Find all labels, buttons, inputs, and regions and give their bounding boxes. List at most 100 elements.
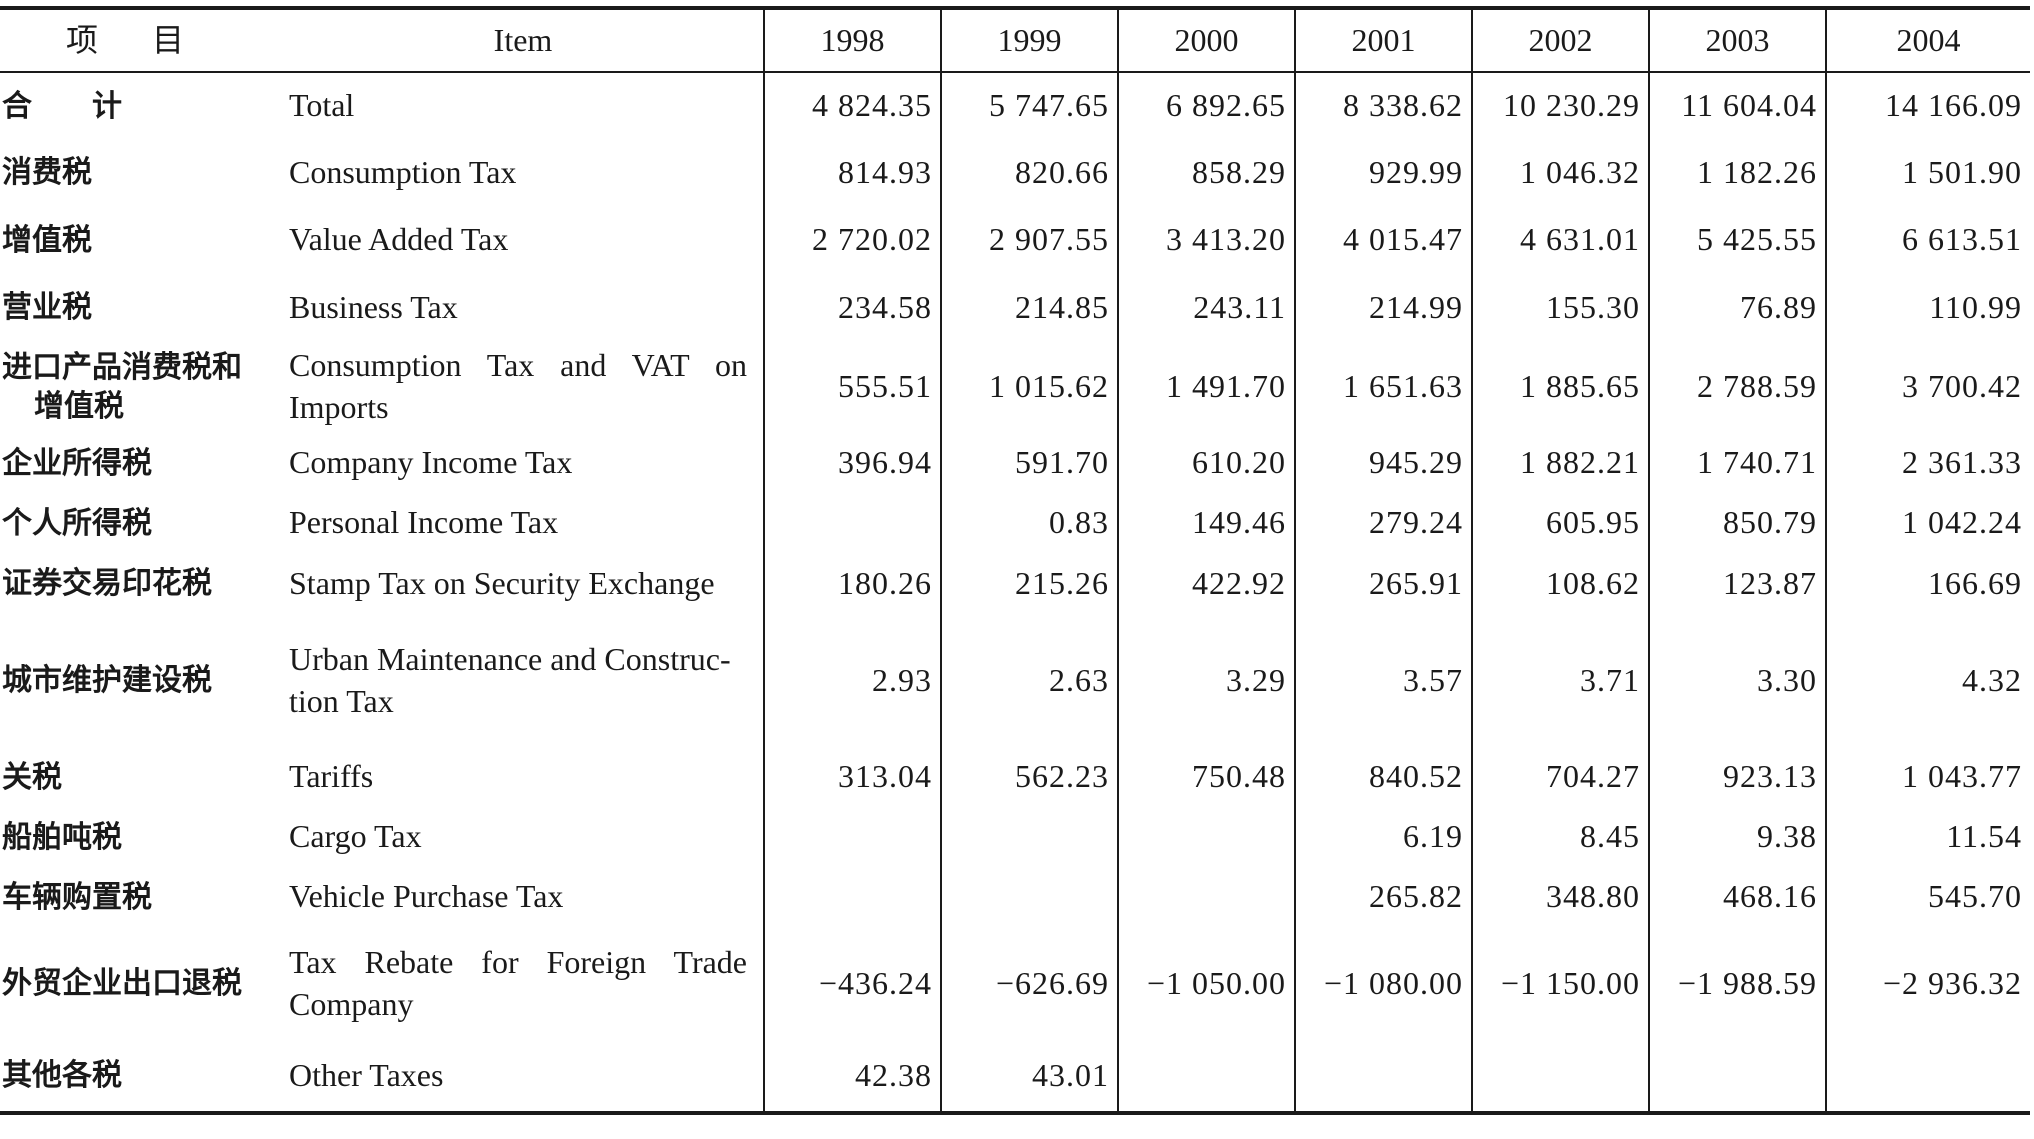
table-row: 营业税 Business Tax 234.58 214.85 243.11 21… — [0, 274, 2030, 341]
cell-value: 2 720.02 — [763, 206, 941, 274]
table-row: 个人所得税 Personal Income Tax 0.83 149.46 27… — [0, 493, 2030, 553]
cell-value — [1471, 1040, 1649, 1115]
tax-revenue-table: 项目 Item 1998 1999 2000 2001 2002 2003 20… — [0, 6, 2030, 1115]
row-label-cn-text: 合计 — [2, 88, 182, 124]
cell-value: −436.24 — [763, 927, 941, 1040]
cell-value: 750.48 — [1117, 747, 1295, 807]
cell-value — [1117, 1040, 1295, 1115]
cell-value: 9.38 — [1648, 807, 1826, 867]
cell-value: −2 936.32 — [1825, 927, 2030, 1040]
table-header-row: 项目 Item 1998 1999 2000 2001 2002 2003 20… — [0, 6, 2030, 73]
row-label-cn: 个人所得税 — [2, 505, 152, 541]
row-label-cn: 车辆购置税 — [2, 879, 152, 915]
row-label-cn: 增值税 — [2, 222, 92, 258]
row-label-en: Value Added Tax — [289, 221, 509, 258]
cell-value — [1825, 1040, 2030, 1115]
row-label-en: Tax Rebate for Foreign Trade Company — [289, 943, 747, 1022]
cell-value: 6.19 — [1294, 807, 1472, 867]
cell-value: 43.01 — [940, 1040, 1118, 1115]
row-label-en-line2: tion Tax — [289, 682, 394, 719]
table-row: 车辆购置税 Vehicle Purchase Tax 265.82 348.80… — [0, 867, 2030, 927]
cell-value: 1 182.26 — [1648, 139, 1826, 206]
header-year-2002: 2002 — [1471, 6, 1649, 73]
cell-value: 3 700.42 — [1825, 341, 2030, 433]
cell-value: 3 413.20 — [1117, 206, 1295, 274]
cell-value: 3.30 — [1648, 614, 1826, 747]
cell-value: 11 604.04 — [1648, 72, 1826, 139]
row-label-cn: 消费税 — [2, 155, 92, 190]
cell-value: 265.91 — [1294, 553, 1472, 614]
cell-value: 214.99 — [1294, 274, 1472, 341]
cell-value: 76.89 — [1648, 274, 1826, 341]
cell-value: −626.69 — [940, 927, 1118, 1040]
cell-value: 4 015.47 — [1294, 206, 1472, 274]
row-label-cn: 船舶吨税 — [2, 819, 122, 855]
cell-value — [940, 807, 1118, 867]
cell-value: 422.92 — [1117, 553, 1295, 614]
cell-value: 11.54 — [1825, 807, 2030, 867]
row-label-cn: 营业税 — [2, 290, 92, 325]
cell-value: 2 361.33 — [1825, 433, 2030, 493]
cell-value: 396.94 — [763, 433, 941, 493]
cell-value — [1294, 1040, 1472, 1115]
cell-value — [763, 807, 941, 867]
cell-value: 2.93 — [763, 614, 941, 747]
cell-value: 840.52 — [1294, 747, 1472, 807]
cell-value: 8 338.62 — [1294, 72, 1472, 139]
cell-value: 555.51 — [763, 341, 941, 433]
row-label-en: Business Tax — [289, 288, 458, 325]
row-label-en: Consumption Tax and VAT on Imports — [289, 347, 747, 425]
table-row: 其他各税 Other Taxes 42.38 43.01 — [0, 1040, 2030, 1115]
cell-value: 265.82 — [1294, 867, 1472, 927]
cell-value: 149.46 — [1117, 493, 1295, 553]
cell-value: −1 988.59 — [1648, 927, 1826, 1040]
cell-value: 180.26 — [763, 553, 941, 614]
table-row: 消费税 Consumption Tax 814.93 820.66 858.29… — [0, 139, 2030, 206]
row-label-cn: 关税 — [2, 759, 62, 795]
row-label-en: Total — [289, 87, 355, 124]
cell-value: 1 042.24 — [1825, 493, 2030, 553]
row-label-en-line1: Urban Maintenance and Construc- — [289, 640, 731, 677]
cell-value: 4 824.35 — [763, 72, 941, 139]
row-label-en: Consumption Tax — [289, 153, 517, 190]
header-year-2000: 2000 — [1117, 6, 1295, 73]
cell-value: 215.26 — [940, 553, 1118, 614]
cell-value: 4.32 — [1825, 614, 2030, 747]
cell-value: 610.20 — [1117, 433, 1295, 493]
header-year-2003: 2003 — [1648, 6, 1826, 73]
cell-value: 110.99 — [1825, 274, 2030, 341]
row-label-en: Vehicle Purchase Tax — [289, 878, 564, 915]
cell-value — [1117, 867, 1295, 927]
cell-value: 858.29 — [1117, 139, 1295, 206]
cell-value: 468.16 — [1648, 867, 1826, 927]
cell-value — [763, 493, 941, 553]
cell-value: 14 166.09 — [1825, 72, 2030, 139]
table-row: 增值税 Value Added Tax 2 720.02 2 907.55 3 … — [0, 206, 2030, 274]
row-label-en: Other Taxes — [283, 1040, 764, 1115]
row-label-cn: 其他各税 — [0, 1040, 283, 1115]
cell-value: 929.99 — [1294, 139, 1472, 206]
cell-value: 3.29 — [1117, 614, 1295, 747]
cell-value: 1 015.62 — [940, 341, 1118, 433]
cell-value — [940, 867, 1118, 927]
cell-value: 42.38 — [763, 1040, 941, 1115]
cell-value: 1 885.65 — [1471, 341, 1649, 433]
header-year-1998: 1998 — [763, 6, 941, 73]
row-label-en: Tariffs — [289, 758, 374, 795]
cell-value: 8.45 — [1471, 807, 1649, 867]
table-row-total: 合计 Total 4 824.35 5 747.65 6 892.65 8 33… — [0, 72, 2030, 139]
cell-value — [1648, 1040, 1826, 1115]
cell-value: 562.23 — [940, 747, 1118, 807]
cell-value: 2 788.59 — [1648, 341, 1826, 433]
cell-value: 820.66 — [940, 139, 1118, 206]
row-label-cn: 城市维护建设税 — [2, 663, 212, 698]
cell-value: −1 150.00 — [1471, 927, 1649, 1040]
cell-value: 6 892.65 — [1117, 72, 1295, 139]
row-label-cn: 外贸企业出口退税 — [2, 966, 242, 1001]
cell-value: 166.69 — [1825, 553, 2030, 614]
cell-value: 1 740.71 — [1648, 433, 1826, 493]
cell-value: 10 230.29 — [1471, 72, 1649, 139]
cell-value: 4 631.01 — [1471, 206, 1649, 274]
row-label-en: Company Income Tax — [289, 444, 573, 481]
